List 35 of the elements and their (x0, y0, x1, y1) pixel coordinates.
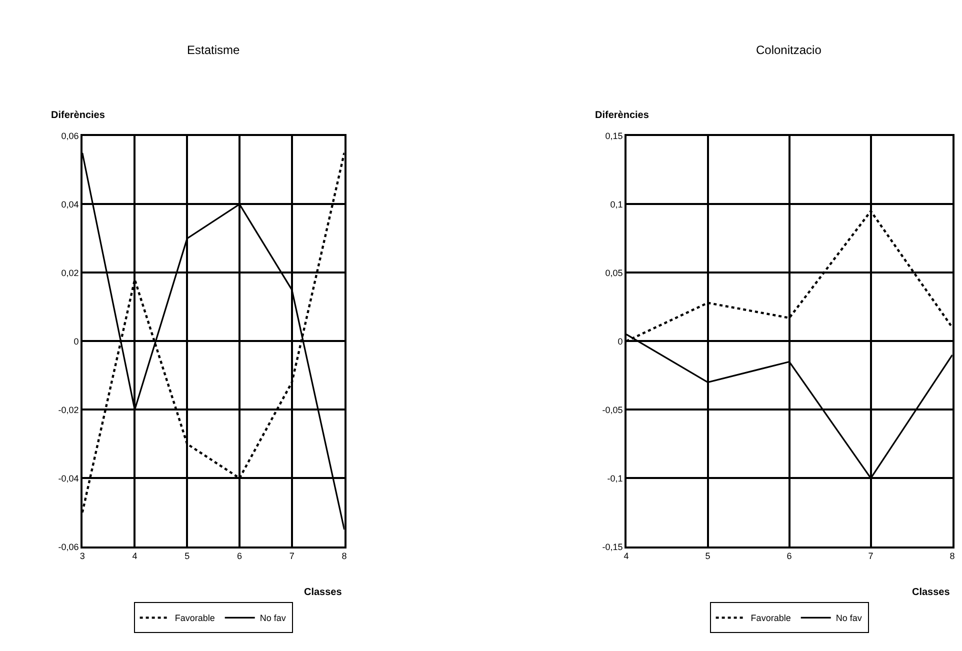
y-tick-label: 0,04 (61, 199, 79, 210)
x-tick-label: 6 (786, 551, 792, 562)
y-tick-label: -0,04 (58, 473, 79, 484)
y-tick-label: 0,05 (605, 268, 623, 278)
y-axis-title: Diferències (595, 110, 650, 121)
y-tick-label: -0,02 (58, 404, 79, 415)
y-tick-label: 0,15 (605, 130, 623, 141)
x-tick-label: 6 (237, 551, 242, 562)
x-tick-label: 4 (132, 551, 138, 562)
x-tick-label: 5 (705, 551, 710, 562)
y-tick-label: 0,02 (61, 268, 79, 278)
x-tick-label: 4 (624, 551, 629, 562)
y-tick-label: 0 (618, 336, 623, 346)
y-axis-title: Diferències (51, 110, 106, 121)
chart-title: Estatisme (187, 43, 240, 57)
y-tick-label: -0,15 (602, 542, 623, 552)
legend-label: No fav (260, 613, 286, 624)
chart-title: Colonitzacio (756, 43, 822, 57)
x-tick-label: 8 (342, 551, 347, 562)
x-tick-label: 5 (184, 551, 190, 562)
x-tick-label: 7 (868, 551, 874, 562)
legend-label: Favorable (174, 613, 215, 624)
x-tick-label: 8 (950, 551, 955, 562)
y-tick-label: 0,06 (61, 130, 79, 141)
y-tick-label: -0,06 (58, 542, 79, 552)
legend-label: No fav (836, 613, 862, 624)
x-axis-title: Classes (912, 587, 950, 598)
legend-label: Favorable (750, 613, 791, 624)
y-tick-label: 0,1 (610, 199, 623, 210)
y-tick-label: -0,1 (607, 473, 623, 484)
y-tick-label: 0 (74, 336, 79, 346)
x-tick-label: 3 (80, 551, 85, 562)
y-tick-label: -0,05 (602, 404, 623, 415)
x-tick-label: 7 (289, 551, 294, 562)
x-axis-title: Classes (304, 587, 342, 598)
